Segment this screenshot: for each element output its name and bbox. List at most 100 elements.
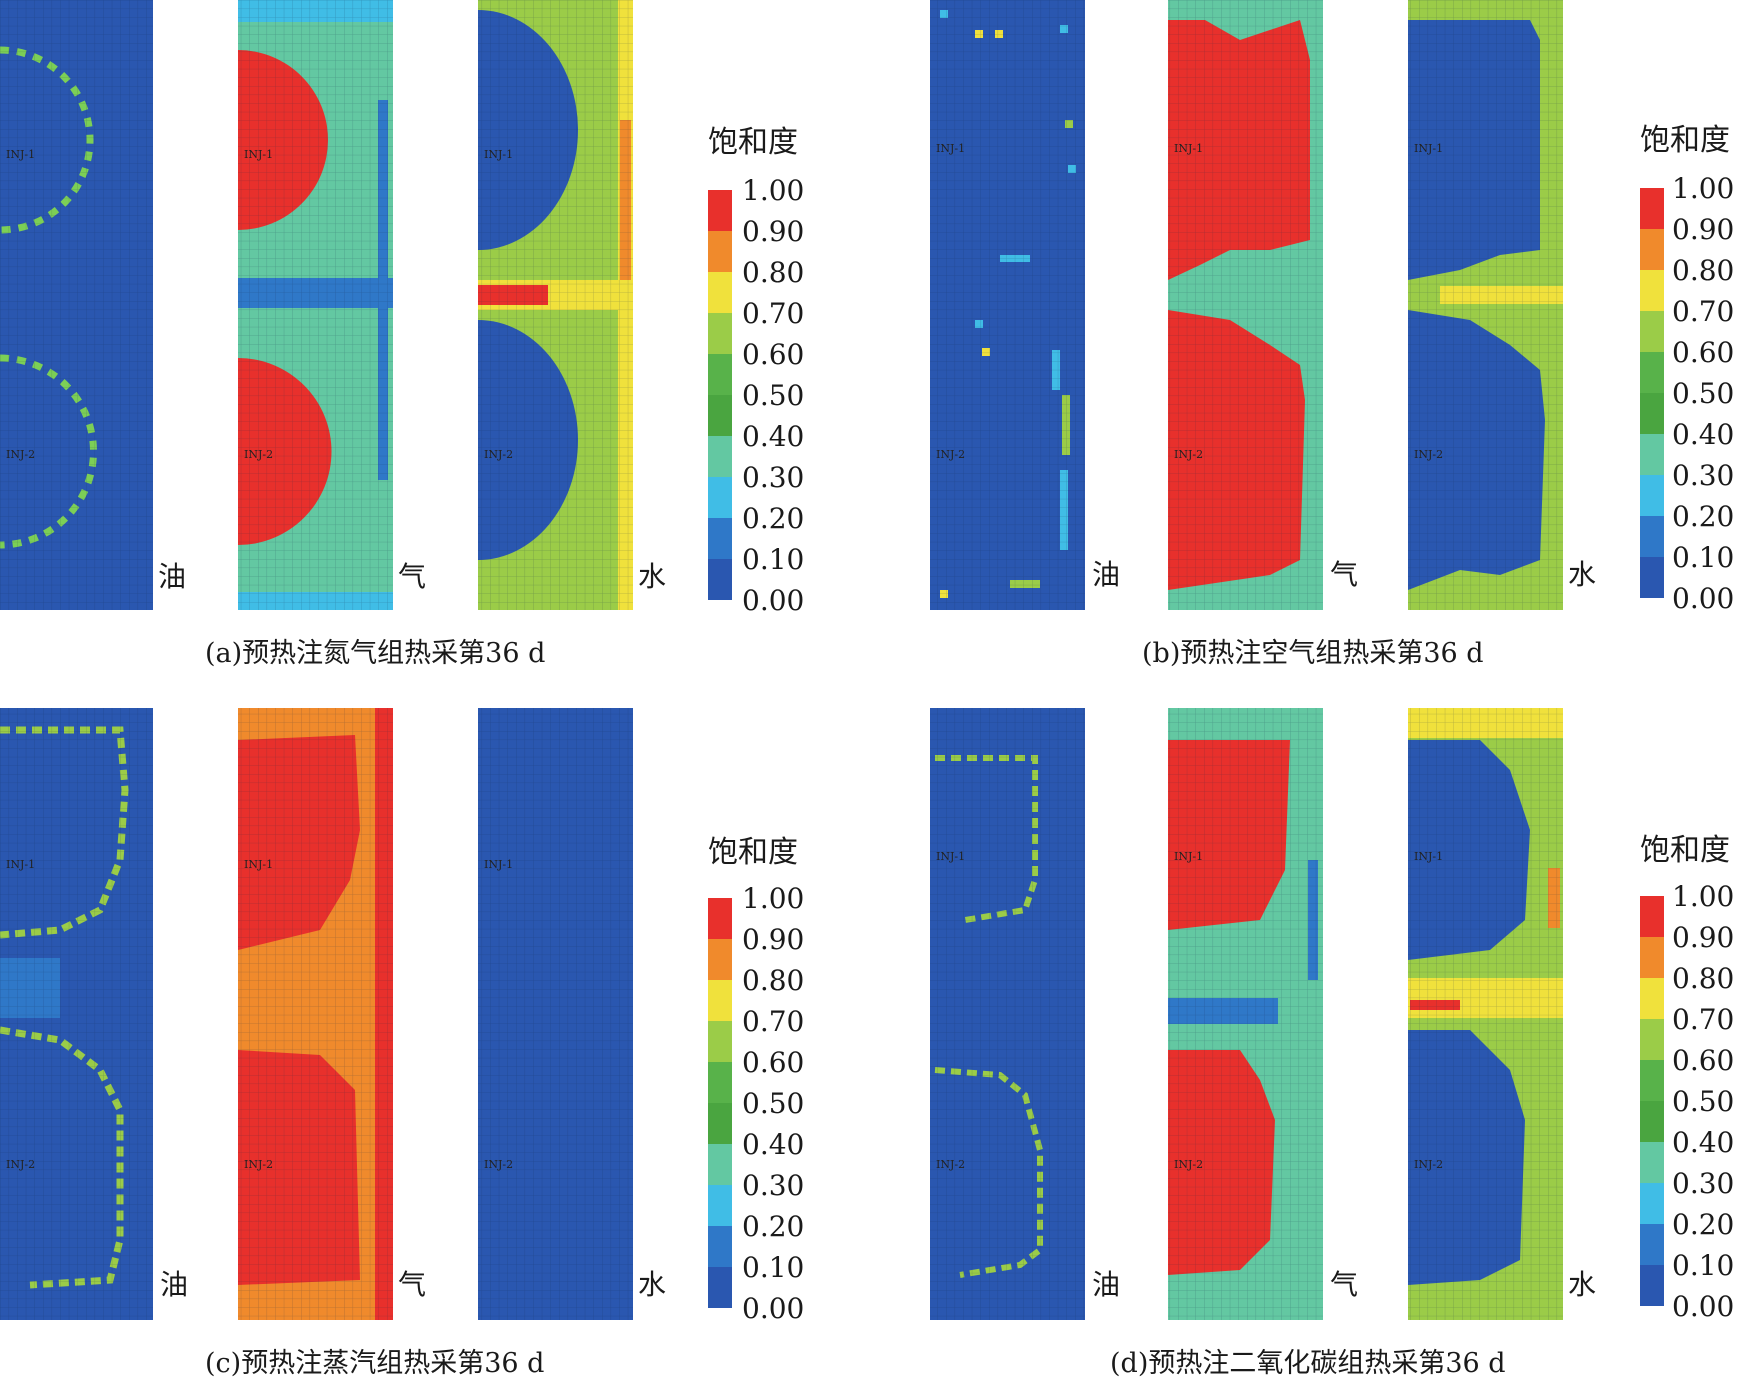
tick-0.00: 0.00 [1672, 1290, 1734, 1323]
panel-b-gas: INJ-1 INJ-2 [1168, 0, 1323, 610]
well-label-2: INJ-2 [1174, 448, 1203, 461]
panel-c-gas: INJ-1 INJ-2 [238, 708, 393, 1320]
tick-0.20: 0.20 [742, 1210, 804, 1243]
swatch-0.5-0.6 [708, 354, 732, 395]
tick-0.80: 0.80 [742, 964, 804, 997]
tick-0.40: 0.40 [1672, 1126, 1734, 1159]
panel-b-oil: INJ-1 INJ-2 [930, 0, 1085, 610]
phase-label-oil: 油 [158, 560, 186, 593]
grid-overlay [238, 0, 393, 610]
grid-overlay [238, 708, 393, 1320]
tick-0.90: 0.90 [742, 215, 804, 248]
panel-c-water: INJ-1 INJ-2 [478, 708, 633, 1320]
grid-overlay [0, 0, 153, 610]
colorbar-d: 饱和度 1.00 0.90 0.80 0.70 0.60 0.50 0.40 0… [1640, 833, 1734, 1323]
swatch-0.4-0.5 [708, 395, 732, 436]
swatch-0.7-0.8 [708, 272, 732, 313]
phase-label-oil: 油 [1092, 1268, 1120, 1301]
tick-0.90: 0.90 [742, 923, 804, 956]
caption-d: (d)预热注二氧化碳组热采第36 d [1110, 1348, 1506, 1379]
phase-label-oil: 油 [1092, 558, 1120, 591]
well-label-2: INJ-2 [936, 448, 965, 461]
panel-a-oil: INJ-1 INJ-2 [0, 0, 153, 610]
phase-label-gas: 气 [1330, 1268, 1358, 1301]
well-label-1: INJ-1 [6, 148, 35, 161]
tick-0.30: 0.30 [742, 1169, 804, 1202]
tick-0.60: 0.60 [1672, 336, 1734, 369]
well-label-2: INJ-2 [244, 1158, 273, 1171]
tick-0.70: 0.70 [1672, 1003, 1734, 1036]
group-c: INJ-1 INJ-2 油 INJ-1 INJ-2 气 INJ-1 INJ-2 … [0, 708, 804, 1379]
tick-0.60: 0.60 [1672, 1044, 1734, 1077]
colorbar-b: 饱和度 1.00 0.90 0.80 0.70 0.60 0.50 0.40 0… [1640, 123, 1734, 615]
colorbar-swatches [708, 190, 732, 600]
well-label-1: INJ-1 [244, 148, 273, 161]
swatch-0.3-0.4 [708, 436, 732, 477]
well-label-2: INJ-2 [484, 1158, 513, 1171]
phase-label-water: 水 [638, 1268, 666, 1301]
well-label-2: INJ-2 [244, 448, 273, 461]
tick-0.80: 0.80 [1672, 962, 1734, 995]
swatch-0.1-0.2 [708, 518, 732, 559]
well-label-2: INJ-2 [936, 1158, 965, 1171]
well-label-2: INJ-2 [6, 448, 35, 461]
tick-1.00: 1.00 [742, 174, 804, 207]
well-label-2: INJ-2 [1414, 1158, 1443, 1171]
tick-0.20: 0.20 [1672, 500, 1734, 533]
tick-0.20: 0.20 [742, 502, 804, 535]
well-label-1: INJ-1 [244, 858, 273, 871]
phase-label-water: 水 [1568, 1268, 1596, 1301]
well-label-2: INJ-2 [1414, 448, 1443, 461]
grid-overlay [478, 708, 633, 1320]
well-label-1: INJ-1 [1174, 850, 1203, 863]
colorbar-title: 饱和度 [708, 125, 798, 160]
colorbar-a: 饱和度 1.00 0.90 0.80 0.70 0.60 0.50 0.40 0… [708, 125, 804, 617]
well-label-2: INJ-2 [1174, 1158, 1203, 1171]
tick-0.50: 0.50 [742, 1087, 804, 1120]
tick-0.40: 0.40 [1672, 418, 1734, 451]
colorbar-title: 饱和度 [708, 835, 798, 870]
grid-overlay [930, 708, 1085, 1320]
caption-a: (a)预热注氮气组热采第36 d [205, 638, 545, 669]
tick-0.70: 0.70 [742, 297, 804, 330]
tick-0.50: 0.50 [1672, 1085, 1734, 1118]
phase-label-gas: 气 [1330, 558, 1358, 591]
swatch-0.6-0.7 [708, 313, 732, 354]
tick-0.90: 0.90 [1672, 213, 1734, 246]
grid-overlay [1408, 708, 1563, 1320]
group-d: INJ-1 INJ-2 油 INJ-1 INJ-2 气 INJ-1 [930, 708, 1734, 1379]
swatch-0.8-0.9 [708, 231, 732, 272]
grid-overlay [1168, 708, 1323, 1320]
tick-0.30: 0.30 [1672, 1167, 1734, 1200]
tick-0.70: 0.70 [742, 1005, 804, 1038]
grid-overlay [1168, 0, 1323, 610]
well-label-2: INJ-2 [6, 1158, 35, 1171]
well-label-1: INJ-1 [484, 148, 513, 161]
colorbar-title: 饱和度 [1640, 833, 1730, 868]
swatch-0.9-1.0 [708, 190, 732, 231]
colorbar-swatches [1640, 188, 1664, 598]
grid-overlay [478, 0, 633, 610]
tick-0.30: 0.30 [742, 461, 804, 494]
swatch-0.0-0.1 [708, 559, 732, 600]
tick-1.00: 1.00 [1672, 172, 1734, 205]
tick-0.50: 0.50 [742, 379, 804, 412]
tick-1.00: 1.00 [742, 882, 804, 915]
tick-0.60: 0.60 [742, 1046, 804, 1079]
panel-a-water: INJ-1 INJ-2 [478, 0, 633, 610]
tick-0.80: 0.80 [1672, 254, 1734, 287]
well-label-1: INJ-1 [1174, 142, 1203, 155]
tick-0.40: 0.40 [742, 1128, 804, 1161]
tick-0.10: 0.10 [742, 1251, 804, 1284]
phase-label-water: 水 [1568, 558, 1596, 591]
tick-0.20: 0.20 [1672, 1208, 1734, 1241]
well-label-1: INJ-1 [936, 850, 965, 863]
panel-d-gas: INJ-1 INJ-2 [1168, 708, 1323, 1320]
panel-a-gas: INJ-1 INJ-2 [238, 0, 393, 610]
well-label-1: INJ-1 [1414, 142, 1443, 155]
tick-0.50: 0.50 [1672, 377, 1734, 410]
tick-0.90: 0.90 [1672, 921, 1734, 954]
caption-b: (b)预热注空气组热采第36 d [1142, 638, 1484, 669]
well-label-1: INJ-1 [936, 142, 965, 155]
